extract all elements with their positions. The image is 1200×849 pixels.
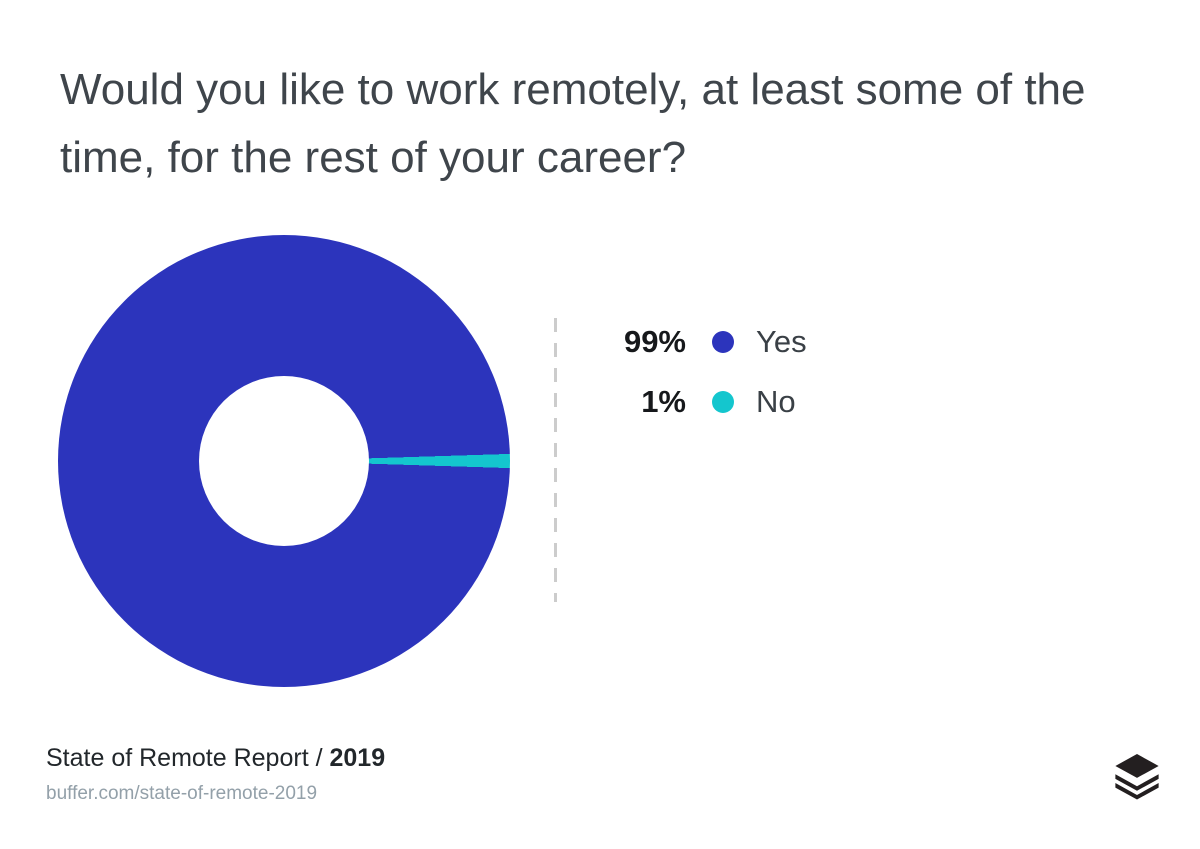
legend-label-no: No bbox=[756, 384, 796, 419]
source-title: State of Remote Report / 2019 bbox=[46, 744, 385, 773]
footer: State of Remote Report / 2019 buffer.com… bbox=[46, 744, 385, 805]
legend-label-yes: Yes bbox=[756, 324, 807, 359]
donut-chart bbox=[58, 235, 510, 687]
legend-percent-yes: 99% bbox=[623, 324, 686, 359]
donut-hole bbox=[199, 376, 369, 546]
legend-item-no: 1% No bbox=[620, 380, 807, 424]
source-prefix: State of Remote Report / bbox=[46, 744, 330, 772]
legend-percent-no: 1% bbox=[641, 384, 686, 419]
legend-dot-no-icon bbox=[712, 391, 734, 413]
legend-item-yes: 99% Yes bbox=[620, 320, 807, 364]
chart-title: Would you like to work remotely, at leas… bbox=[60, 65, 1086, 182]
dashed-divider bbox=[554, 318, 557, 602]
legend: 99% Yes 1% No bbox=[620, 320, 807, 440]
legend-dot-yes-icon bbox=[712, 331, 734, 353]
source-year: 2019 bbox=[329, 744, 386, 772]
buffer-logo-icon bbox=[1115, 754, 1159, 800]
source-url: buffer.com/state-of-remote-2019 bbox=[46, 783, 318, 804]
